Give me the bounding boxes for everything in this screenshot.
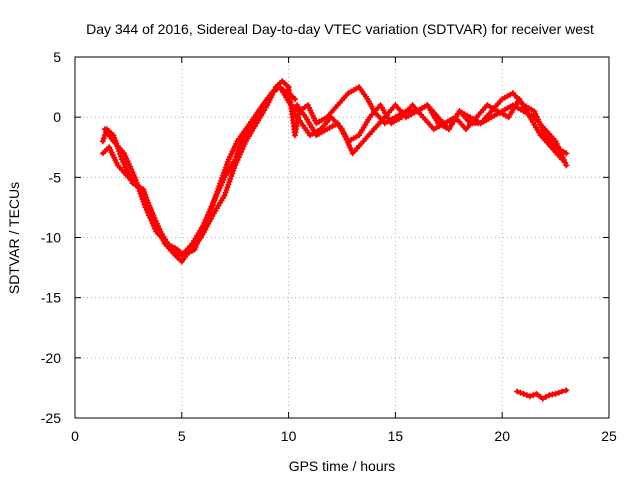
data-point [553,140,560,147]
data-point [232,156,239,163]
data-point [552,390,559,397]
data-point [142,204,149,211]
data-point [563,150,570,157]
data-point [122,152,129,159]
x-tick-labels: 0 5 10 15 20 25 [71,428,617,444]
data-point [206,210,213,217]
data-point [224,184,231,191]
chart-title: Day 344 of 2016, Sidereal Day-to-day VTE… [86,21,594,37]
data-point [230,167,237,174]
data-point [137,190,144,197]
data-point [99,138,106,145]
x-axis-label: GPS time / hours [289,458,396,474]
data-point [221,192,228,199]
data-point [233,153,240,160]
data-point [203,219,210,226]
data-point [234,150,241,157]
data-point [200,224,207,231]
data-point [559,156,565,163]
y-tick-labels: 5 0 -5 -10 -15 -20 -25 [41,49,61,426]
x-tick-label: 20 [494,428,510,444]
data-point [131,174,138,181]
data-point [227,176,234,182]
data-point [205,213,212,220]
series-track-3 [101,84,303,259]
data-point [235,147,242,154]
x-tick-label: 5 [178,428,186,444]
y-tick-label: -25 [41,410,61,426]
data-point [100,135,107,142]
data-point [514,388,521,395]
data-point [236,144,243,151]
series-track-6 [294,96,565,163]
data-point [539,395,546,402]
data-series [99,78,570,402]
data-point [209,202,216,209]
data-point [215,185,222,192]
data-point [197,232,204,239]
y-tick-label: -10 [41,230,61,246]
plot-frame [74,56,610,419]
data-point [146,212,152,219]
data-point [222,189,229,196]
y-tick-label: 0 [53,109,61,125]
y-tick-label: 5 [53,49,61,65]
data-point [520,390,527,397]
data-point [530,392,537,399]
y-tick-label: -20 [41,350,61,366]
data-point [134,182,141,189]
x-tick-label: 15 [388,428,404,444]
data-point [214,188,221,195]
y-axis-label: SDTVAR / TECUs [6,182,22,294]
y-tick-label: -15 [41,290,61,306]
data-point [198,230,205,237]
data-point [563,162,570,169]
series-track-7 [514,387,570,402]
data-point [210,199,217,206]
data-point [213,191,220,198]
data-point [196,235,203,242]
data-point [527,393,533,400]
data-point [193,241,200,248]
x-tick-label: 10 [281,428,297,444]
data-point [140,198,147,205]
data-point [216,183,223,190]
y-tick-label: -5 [49,169,62,185]
data-point [207,208,214,215]
data-point [211,197,218,203]
data-point [555,389,562,396]
x-tick-label: 25 [601,428,617,444]
data-point [517,389,524,396]
x-tick-label: 0 [71,428,79,444]
data-point [523,392,530,399]
data-point [559,388,565,395]
data-point [543,393,549,400]
data-point [563,387,570,394]
data-point [347,144,354,151]
